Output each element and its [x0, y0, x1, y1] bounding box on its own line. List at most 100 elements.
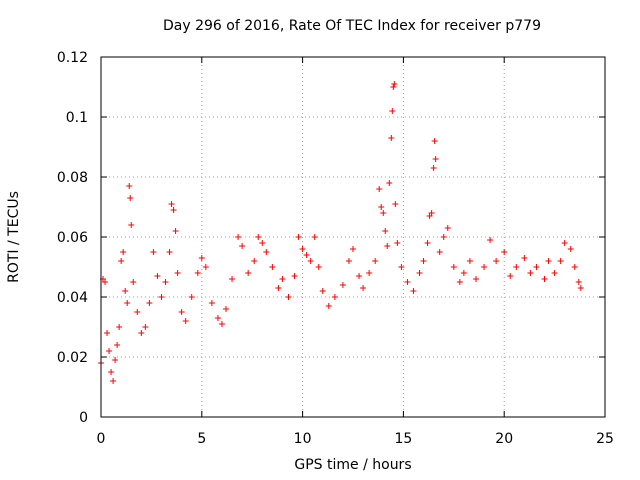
data-point — [487, 237, 494, 243]
data-point — [118, 258, 125, 264]
data-point — [527, 270, 534, 276]
data-points — [98, 81, 584, 384]
data-point — [116, 324, 123, 330]
data-point — [114, 342, 121, 348]
data-point — [188, 294, 195, 300]
data-point — [307, 258, 314, 264]
data-point — [432, 156, 439, 162]
data-point — [513, 264, 520, 270]
data-point — [295, 234, 302, 240]
y-axis-label: ROTI / TECUs — [6, 191, 22, 283]
data-point — [372, 258, 379, 264]
data-point — [350, 246, 356, 252]
data-point — [428, 210, 435, 216]
data-point — [380, 210, 387, 216]
data-point — [533, 264, 540, 270]
data-point — [198, 255, 205, 261]
data-point — [291, 273, 298, 279]
data-point — [275, 285, 282, 291]
data-point — [388, 135, 395, 141]
data-point — [394, 240, 401, 246]
data-point — [545, 258, 552, 264]
y-tick-label: 0.08 — [57, 170, 88, 186]
data-point — [128, 222, 135, 228]
data-point — [162, 279, 169, 285]
data-point — [493, 258, 500, 264]
data-point — [398, 264, 405, 270]
data-point — [390, 84, 397, 90]
data-point — [456, 279, 463, 285]
data-point — [577, 285, 584, 291]
y-tick-label: 0.04 — [57, 290, 88, 306]
grid-lines — [101, 57, 605, 417]
data-point — [130, 279, 137, 285]
data-point — [378, 204, 385, 210]
data-point — [127, 195, 134, 201]
data-point — [208, 300, 215, 306]
data-point — [259, 240, 266, 246]
data-point — [279, 276, 286, 282]
data-point — [194, 270, 201, 276]
data-point — [110, 378, 117, 384]
data-point — [170, 207, 177, 213]
x-tick-label: 10 — [294, 431, 312, 447]
data-point — [174, 270, 181, 276]
data-point — [299, 246, 306, 252]
data-point — [315, 264, 322, 270]
data-point — [571, 264, 578, 270]
data-point — [229, 276, 236, 282]
data-point — [466, 258, 473, 264]
data-point — [158, 294, 165, 300]
data-point — [112, 357, 119, 363]
data-point — [146, 300, 153, 306]
data-point — [424, 240, 431, 246]
y-tick-label: 0.12 — [57, 50, 88, 66]
data-point — [285, 294, 292, 300]
x-tick-label: 0 — [97, 431, 106, 447]
data-point — [567, 246, 574, 252]
y-tick-label: 0.02 — [57, 350, 88, 366]
y-tick-label: 0 — [79, 410, 88, 426]
data-point — [269, 264, 276, 270]
data-point — [431, 138, 438, 144]
data-point — [311, 234, 318, 240]
data-point — [102, 279, 109, 285]
data-point — [507, 273, 514, 279]
data-point — [450, 264, 457, 270]
data-point — [420, 258, 427, 264]
data-point — [178, 309, 185, 315]
data-point — [255, 234, 262, 240]
data-point — [386, 180, 393, 186]
data-point — [325, 303, 332, 309]
chart-title: Day 296 of 2016, Rate Of TEC Index for r… — [163, 18, 541, 34]
data-point — [138, 330, 145, 336]
data-point — [366, 270, 373, 276]
data-point — [472, 276, 479, 282]
data-point — [126, 183, 133, 189]
x-axis-label: GPS time / hours — [294, 457, 411, 473]
data-point — [440, 234, 447, 240]
x-tick-label: 5 — [197, 431, 206, 447]
data-point — [410, 288, 417, 294]
data-point — [444, 225, 451, 231]
data-point — [235, 234, 242, 240]
data-point — [303, 252, 310, 258]
data-point — [154, 273, 161, 279]
plot-frame — [100, 56, 606, 418]
data-point — [134, 309, 141, 315]
data-point — [416, 270, 423, 276]
x-tick-label: 20 — [495, 431, 513, 447]
y-tick-label: 0.06 — [57, 230, 88, 246]
data-point — [124, 300, 131, 306]
data-point — [481, 264, 488, 270]
y-tick-label: 0.1 — [66, 110, 88, 126]
data-point — [376, 186, 383, 192]
data-point — [168, 201, 175, 207]
data-point — [339, 282, 346, 288]
data-point — [557, 258, 564, 264]
data-point — [108, 369, 115, 375]
data-point — [521, 255, 528, 261]
data-point — [263, 249, 270, 255]
data-point — [104, 330, 111, 336]
